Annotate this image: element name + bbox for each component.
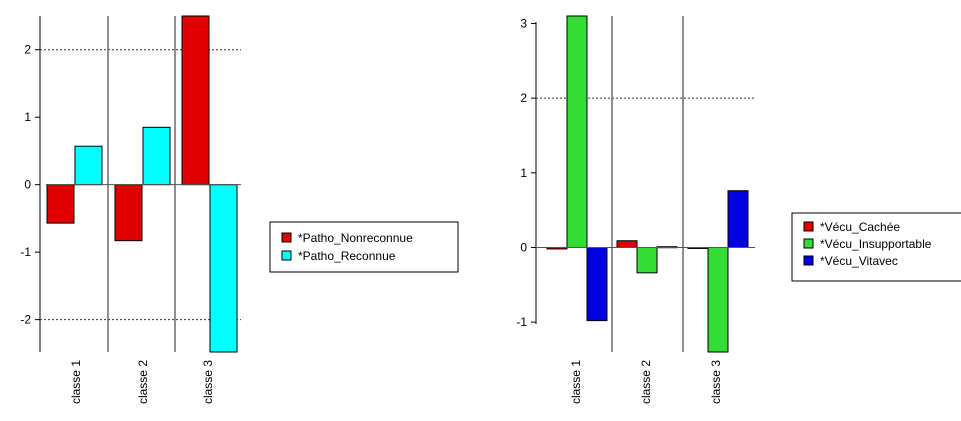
bar [566, 15, 588, 248]
y-tick-label: 1 [24, 110, 31, 124]
bar [142, 126, 171, 186]
legend-label: *Vécu_Insupportable [820, 237, 932, 251]
legend-label: *Patho_Nonreconnue [298, 231, 413, 245]
legend-box [791, 212, 961, 282]
chart-panel-1: -2 -1 0 1 2 classe 1 classe 2 classe 3 *Patho_No… [20, 15, 459, 404]
category-label: classe 3 [709, 360, 723, 404]
legend-label: *Vécu_Cachée [820, 220, 900, 234]
legend-swatch [803, 221, 814, 232]
bar [114, 184, 143, 242]
legend-swatch [281, 232, 292, 243]
category-label: classe 1 [69, 360, 83, 404]
y-tick-label: -2 [20, 313, 31, 327]
legend-swatch [281, 250, 292, 261]
bar [616, 240, 638, 248]
y-tick-label: 3 [520, 16, 527, 30]
legend-swatch [803, 238, 814, 249]
bar [46, 184, 75, 224]
category-label: classe 2 [136, 360, 150, 404]
bar [707, 246, 729, 353]
bar [181, 15, 210, 186]
legend-label: *Patho_Reconnue [298, 249, 396, 263]
chart-panel-2: -1 0 1 2 3 classe 1 classe 2 classe 3 *Vécu_Cach… [516, 15, 961, 404]
y-tick-label: 0 [520, 240, 527, 254]
bar [586, 246, 608, 322]
y-tick-label: 0 [24, 178, 31, 192]
y-tick-label: 2 [24, 43, 31, 57]
bar [727, 190, 749, 248]
legend-box [269, 221, 459, 273]
y-tick-label: 1 [520, 166, 527, 180]
legend-swatch [803, 255, 814, 266]
y-tick-label: 2 [520, 91, 527, 105]
bar [74, 145, 103, 186]
legend: *Vécu_Cachée *Vécu_Insupportable *Vécu_Vit… [791, 212, 961, 282]
y-tick-label: -1 [20, 245, 31, 259]
category-label: classe 1 [569, 360, 583, 404]
category-label: classe 3 [201, 360, 215, 404]
legend: *Patho_Nonreconnue *Patho_Reconnue [269, 221, 459, 273]
category-label: classe 2 [639, 360, 653, 404]
legend-label: *Vécu_Vitavec [820, 254, 898, 268]
bar [636, 246, 658, 274]
y-tick-label: -1 [516, 315, 527, 329]
bar [209, 184, 238, 353]
